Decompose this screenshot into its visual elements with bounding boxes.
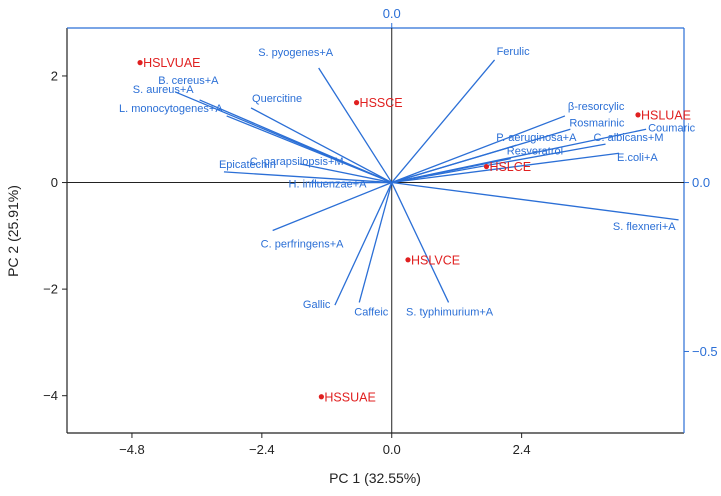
y-ticks: −4 −2 0 2 xyxy=(43,68,67,403)
loading-vectors: S. pyogenes+A Ferulic B. cereus+AS. aureus… xyxy=(119,46,696,318)
score-point xyxy=(635,112,641,118)
y-tick-label: −4 xyxy=(43,388,58,403)
score-point-label: HSLCE xyxy=(489,160,531,174)
plot-frame xyxy=(66,27,685,434)
right-tick-label: −0.5 xyxy=(692,344,718,359)
score-point-label: HSLVCE xyxy=(411,253,460,267)
x-tick-label: −4.8 xyxy=(119,442,145,457)
loading-vector-line xyxy=(391,157,511,184)
loading-vector-line xyxy=(226,115,392,184)
y-tick-label: 0 xyxy=(51,175,58,190)
score-point-label: HSLVUAE xyxy=(143,56,200,70)
loading-vector-label: Ferulic xyxy=(497,46,531,58)
loading-vector-label: Epicatechin xyxy=(219,159,276,171)
loading-vector-label: P. aeruginosa+A xyxy=(496,132,577,144)
score-point-label: HSSUAE xyxy=(324,390,375,404)
loading-vector-line xyxy=(299,163,392,184)
loading-vector-line xyxy=(358,182,393,303)
loading-vector-label: S. flexneri+A xyxy=(613,221,676,233)
loading-vector-label: S. typhimurium+A xyxy=(406,306,494,318)
score-points: HSLVUAE HSSCE HSLUAE HSLCE HSLVCE HSSUAE xyxy=(137,56,691,404)
loading-vector-label: Coumaric xyxy=(648,122,696,134)
loading-vector-line xyxy=(391,59,496,183)
loading-vector-line xyxy=(391,143,606,184)
loading-vector-label: E.coli+A xyxy=(617,152,658,164)
score-point-label: HSSCE xyxy=(360,96,403,110)
score-point xyxy=(405,257,411,263)
loading-vector-label: Resveratrol xyxy=(507,146,563,158)
x-tick-label: 0.0 xyxy=(383,442,401,457)
loading-vector-line xyxy=(199,99,392,184)
loading-vector-line xyxy=(391,115,566,184)
loading-vector-label: C. parapsilopsis+M xyxy=(250,156,344,168)
loading-vector-label: Gallic xyxy=(303,299,331,311)
top-loading-ticks: 0.0 xyxy=(383,6,401,28)
top-tick-label: 0.0 xyxy=(383,6,401,21)
score-point xyxy=(318,394,324,400)
x-tick-label: −2.4 xyxy=(249,442,275,457)
score-point-label: HSLUAE xyxy=(641,108,691,122)
loading-vector-line xyxy=(318,67,393,183)
loading-vector-line xyxy=(250,107,393,184)
loading-vector-label: Quercitine xyxy=(252,93,302,105)
loading-vector-line xyxy=(391,181,679,221)
loading-vector-label: S. pyogenes+A xyxy=(258,47,334,59)
y-tick-label: 2 xyxy=(51,68,58,83)
loading-vector-line xyxy=(272,181,392,232)
loading-vector-label: Rosmarinic xyxy=(569,117,625,129)
x-tick-label: 2.4 xyxy=(513,442,531,457)
right-loading-ticks: 0.0 −0.5 xyxy=(684,175,718,359)
loading-vector-label: B. cereus+A xyxy=(158,75,219,87)
score-point xyxy=(483,163,490,170)
score-point xyxy=(137,60,143,66)
loading-vector-label: S. aureus+A xyxy=(133,84,195,96)
loading-vector-line xyxy=(334,182,393,306)
loading-vector-line xyxy=(391,144,517,184)
loading-vector-line xyxy=(391,182,450,303)
score-point xyxy=(353,100,360,106)
y-axis-title: PC 2 (25.91%) xyxy=(5,185,21,277)
loading-vector-label: β-resorcylic xyxy=(568,101,625,113)
loading-vector-line xyxy=(223,171,392,184)
x-axis-title: PC 1 (32.55%) xyxy=(329,470,421,486)
loading-vector-label: C. albicans+M xyxy=(594,132,664,144)
loading-vector-label: C. perfringens+A xyxy=(261,239,345,251)
loading-vector-label: Caffeic xyxy=(354,306,389,318)
x-ticks: −4.8 −2.4 0.0 2.4 xyxy=(119,433,531,457)
y-tick-label: −2 xyxy=(43,282,58,297)
loading-vector-label: H. influenzae+A xyxy=(289,179,368,191)
loading-vector-label: L. monocytogenes+A xyxy=(119,103,223,115)
loading-vector-line xyxy=(391,152,620,184)
right-tick-label: 0.0 xyxy=(692,175,710,190)
